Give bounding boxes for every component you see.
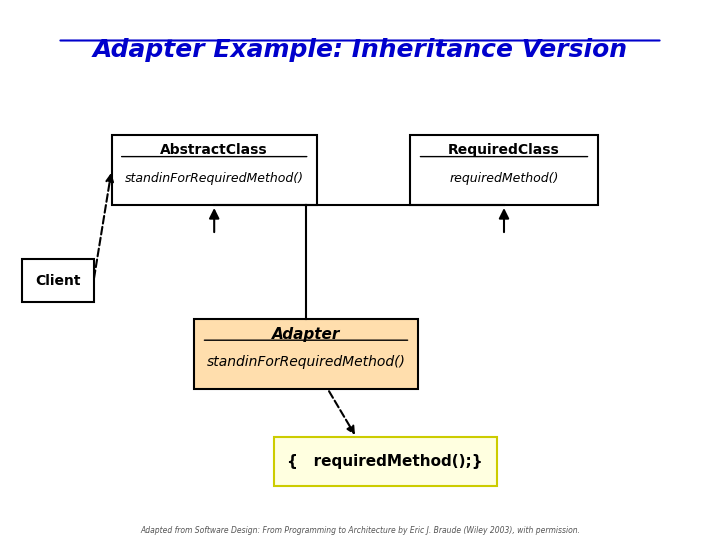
Text: standinForRequiredMethod(): standinForRequiredMethod() xyxy=(207,355,405,369)
FancyBboxPatch shape xyxy=(410,135,598,205)
Text: Adapted from Software Design: From Programming to Architecture by Eric J. Braude: Adapted from Software Design: From Progr… xyxy=(140,525,580,535)
Text: standinForRequiredMethod(): standinForRequiredMethod() xyxy=(125,172,304,185)
Text: RequiredClass: RequiredClass xyxy=(448,143,560,157)
FancyBboxPatch shape xyxy=(112,135,317,205)
Text: AbstractClass: AbstractClass xyxy=(161,143,268,157)
FancyBboxPatch shape xyxy=(22,259,94,302)
Text: Client: Client xyxy=(35,274,81,288)
FancyBboxPatch shape xyxy=(274,437,497,486)
Text: Adapter: Adapter xyxy=(272,327,340,342)
Text: Adapter Example: Inheritance Version: Adapter Example: Inheritance Version xyxy=(92,38,628,62)
FancyBboxPatch shape xyxy=(194,319,418,389)
Text: {   requiredMethod();}: { requiredMethod();} xyxy=(287,454,483,469)
Text: requiredMethod(): requiredMethod() xyxy=(449,172,559,185)
